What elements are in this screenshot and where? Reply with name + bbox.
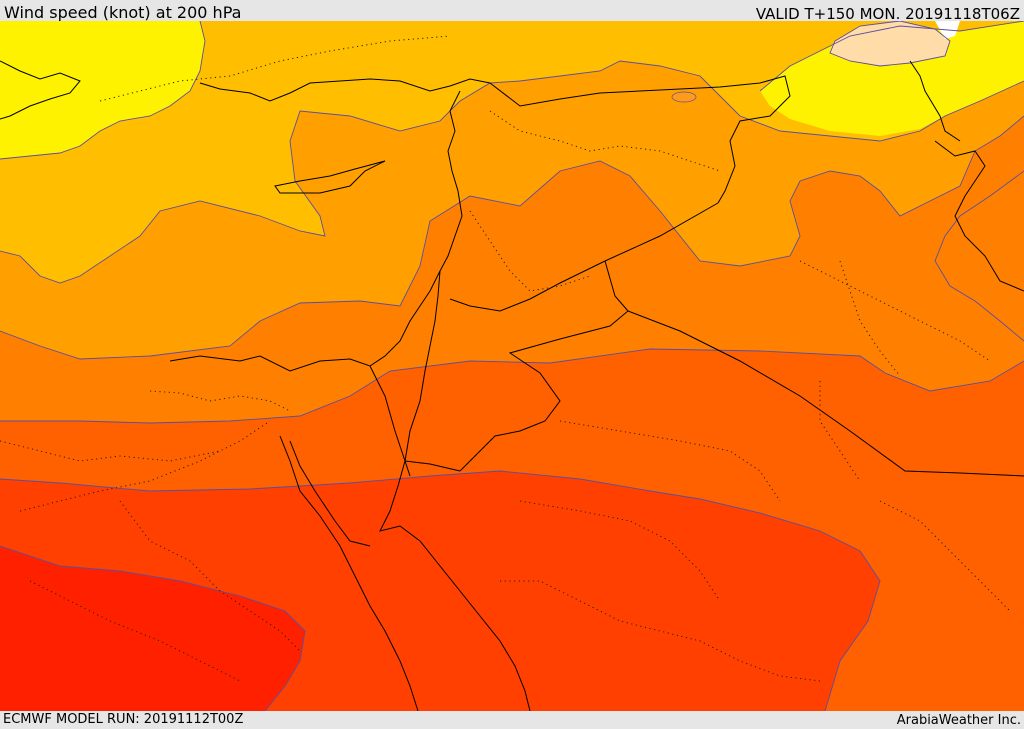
band-red — [0, 546, 305, 711]
contour-amber — [0, 60, 1024, 284]
border-egypt-israel — [369, 365, 411, 477]
coastline-aegean — [0, 60, 81, 120]
admin-boundary-5 — [119, 500, 301, 652]
footer-bar: ECMWF MODEL RUN: 20191112T00Z ArabiaWeat… — [0, 711, 1024, 729]
contour-east-red — [934, 170, 1024, 342]
admin-boundary-10 — [819, 381, 861, 482]
border-jordan-israel — [404, 270, 441, 462]
border-syria-iraq — [449, 202, 719, 312]
border-iraq-saudi — [627, 310, 1024, 477]
map-title: Wind speed (knot) at 200 hPa — [4, 3, 242, 22]
header-bar: Wind speed (knot) at 200 hPa VALID T+150… — [0, 0, 1024, 23]
coastline-mediterranean-east — [169, 90, 463, 372]
admin-boundary-2 — [489, 110, 721, 172]
cyprus-outline — [274, 160, 386, 194]
contour-yellow-nw — [0, 21, 206, 160]
border-aqaba — [404, 460, 461, 472]
border-iran-iraq — [909, 60, 961, 142]
coastline-gulf-of-suez — [289, 440, 371, 547]
band-yellow-ne — [760, 21, 1024, 136]
admin-boundary-12 — [149, 390, 291, 412]
band-yellow — [0, 21, 205, 159]
contour-yellow-ne — [759, 21, 1024, 92]
border-turkey-syria-iraq — [489, 75, 791, 204]
contour-pale — [829, 21, 951, 67]
admin-boundary-1 — [99, 35, 451, 102]
wind-speed-map — [0, 21, 1024, 711]
contour-orange2 — [0, 348, 1024, 424]
coastline-persian-gulf — [934, 140, 1024, 292]
valid-time: VALID T+150 MON. 20191118T06Z — [755, 5, 1020, 23]
coastline-turkey-south — [199, 78, 491, 102]
band-pale — [830, 21, 950, 66]
contour-red — [0, 545, 306, 711]
model-run: ECMWF MODEL RUN: 20191112T00Z — [3, 712, 244, 727]
credit-text: ArabiaWeather Inc. — [896, 713, 1021, 728]
contour-orange1 — [0, 115, 1024, 360]
contour-redorange — [0, 470, 881, 711]
patch-orange — [671, 91, 697, 103]
coastline-red-sea-east — [379, 460, 531, 711]
coastline-red-sea-west — [279, 435, 419, 711]
